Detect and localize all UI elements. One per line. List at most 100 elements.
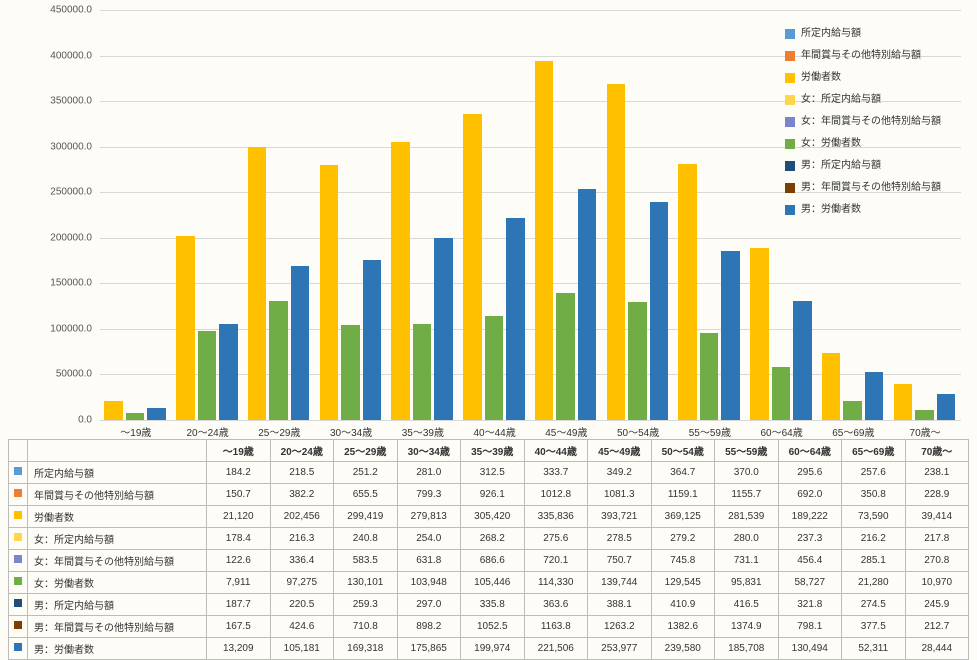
bar-s3 <box>894 384 913 420</box>
table-cell: 1155.7 <box>715 484 779 506</box>
bar-s6 <box>843 401 862 420</box>
table-col-header: 35～39歳 <box>461 440 525 462</box>
bar-s9 <box>865 372 884 420</box>
table-cell: 297.0 <box>397 594 461 616</box>
x-axis-label: ～19歳 <box>100 420 172 439</box>
table-cell: 281.0 <box>397 462 461 484</box>
table-cell: 184.2 <box>207 462 271 484</box>
table-cell: 21,280 <box>842 572 906 594</box>
table-cell: 274.5 <box>842 594 906 616</box>
table-cell: 750.7 <box>588 550 652 572</box>
y-axis-label: 400000.0 <box>10 50 92 61</box>
table-col-header: 45～49歳 <box>588 440 652 462</box>
bar-s6 <box>269 301 288 420</box>
x-axis-label: 55～59歳 <box>674 420 746 439</box>
table-cell: 349.2 <box>588 462 652 484</box>
bar-s3 <box>176 236 195 420</box>
table-cell: 798.1 <box>778 616 842 638</box>
bar-s6 <box>341 325 360 420</box>
bar-s6 <box>126 413 145 420</box>
table-row-header: 年間賞与その他特別給与額 <box>28 484 207 506</box>
bar-s9 <box>363 260 382 420</box>
legend-item: 女：所定内給与額 <box>785 90 941 110</box>
legend-item: 男：所定内給与額 <box>785 156 941 176</box>
table-cell: 73,590 <box>842 506 906 528</box>
table-cell: 239,580 <box>651 638 715 660</box>
table-cell: 692.0 <box>778 484 842 506</box>
table-cell: 720.1 <box>524 550 588 572</box>
legend-item: 男：年間賞与その他特別給与額 <box>785 178 941 198</box>
table-cell: 175,865 <box>397 638 461 660</box>
table-cell: 169,318 <box>334 638 398 660</box>
x-axis-label: 35～39歳 <box>387 420 459 439</box>
table-cell: 257.6 <box>842 462 906 484</box>
bar-s9 <box>506 218 525 420</box>
table-cell: 1052.5 <box>461 616 525 638</box>
table-cell: 97,275 <box>270 572 334 594</box>
table-row-header: 女：所定内給与額 <box>28 528 207 550</box>
table-cell: 245.9 <box>905 594 969 616</box>
table-cell: 216.2 <box>842 528 906 550</box>
bar-s9 <box>721 251 740 420</box>
table-cell: 189,222 <box>778 506 842 528</box>
table-cell: 103,948 <box>397 572 461 594</box>
table-cell: 333.7 <box>524 462 588 484</box>
table-cell: 336.4 <box>270 550 334 572</box>
table-row: 労働者数21,120202,456299,419279,813305,42033… <box>9 506 969 528</box>
table-cell: 335,836 <box>524 506 588 528</box>
table-cell: 280.0 <box>715 528 779 550</box>
bar-s9 <box>578 189 597 420</box>
table-cell: 251.2 <box>334 462 398 484</box>
table-cell: 377.5 <box>842 616 906 638</box>
table-cell: 58,727 <box>778 572 842 594</box>
data-table: ～19歳20～24歳25～29歳30～34歳35～39歳40～44歳45～49歳… <box>8 439 969 660</box>
table-cell: 655.5 <box>334 484 398 506</box>
table-row: 年間賞与その他特別給与額150.7382.2655.5799.3926.1101… <box>9 484 969 506</box>
table-row-header: 所定内給与額 <box>28 462 207 484</box>
y-axis-label: 250000.0 <box>10 187 92 198</box>
table-cell: 1159.1 <box>651 484 715 506</box>
table-row: 女：年間賞与その他特別給与額122.6336.4583.5631.8686.67… <box>9 550 969 572</box>
table-cell: 1012.8 <box>524 484 588 506</box>
bar-s3 <box>104 401 123 420</box>
table-cell: 130,101 <box>334 572 398 594</box>
bar-s6 <box>413 324 432 420</box>
table-cell: 350.8 <box>842 484 906 506</box>
bar-s3 <box>391 142 410 420</box>
table-cell: 279,813 <box>397 506 461 528</box>
y-axis-label: 300000.0 <box>10 141 92 152</box>
legend-item: 所定内給与額 <box>785 24 941 44</box>
y-axis-label: 150000.0 <box>10 278 92 289</box>
table-col-header: 55～59歳 <box>715 440 779 462</box>
bar-s3 <box>535 61 554 420</box>
table-col-header: 70歳～ <box>905 440 969 462</box>
x-axis-label: 40～44歳 <box>459 420 531 439</box>
table-cell: 21,120 <box>207 506 271 528</box>
table-cell: 312.5 <box>461 462 525 484</box>
x-axis-label: 50～54歳 <box>602 420 674 439</box>
legend-item: 労働者数 <box>785 68 941 88</box>
table-cell: 305,420 <box>461 506 525 528</box>
table-cell: 212.7 <box>905 616 969 638</box>
table-cell: 745.8 <box>651 550 715 572</box>
table-cell: 279.2 <box>651 528 715 550</box>
table-cell: 259.3 <box>334 594 398 616</box>
table-cell: 731.1 <box>715 550 779 572</box>
table-cell: 275.6 <box>524 528 588 550</box>
x-axis-label: 20～24歳 <box>172 420 244 439</box>
table-cell: 7,911 <box>207 572 271 594</box>
table-cell: 583.5 <box>334 550 398 572</box>
table-row: 所定内給与額184.2218.5251.2281.0312.5333.7349.… <box>9 462 969 484</box>
table-cell: 228.9 <box>905 484 969 506</box>
table-cell: 150.7 <box>207 484 271 506</box>
table-cell: 129,545 <box>651 572 715 594</box>
bar-s3 <box>248 147 267 420</box>
table-cell: 456.4 <box>778 550 842 572</box>
table-cell: 202,456 <box>270 506 334 528</box>
table-cell: 424.6 <box>270 616 334 638</box>
table-cell: 270.8 <box>905 550 969 572</box>
table-cell: 178.4 <box>207 528 271 550</box>
table-cell: 1081.3 <box>588 484 652 506</box>
y-axis-label: 100000.0 <box>10 323 92 334</box>
bar-s9 <box>291 266 310 420</box>
